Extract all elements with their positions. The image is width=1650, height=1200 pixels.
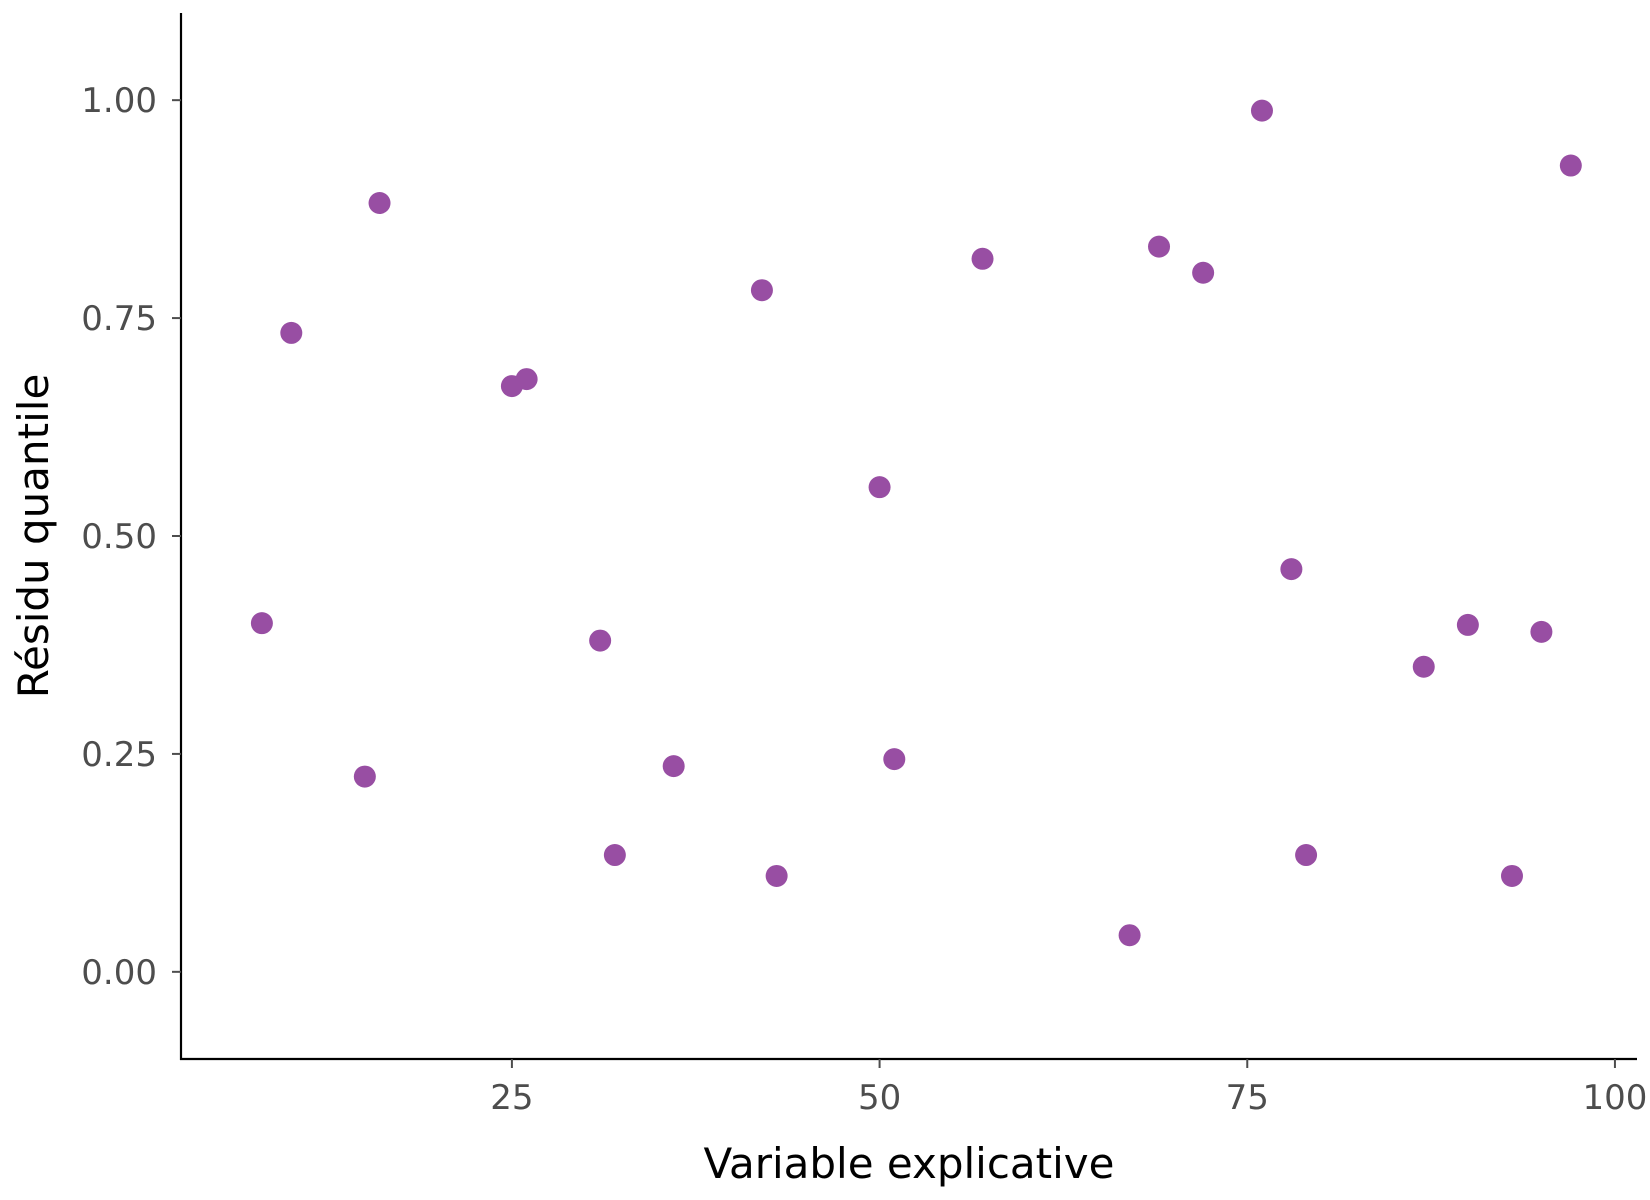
data-point: [1456, 613, 1479, 636]
x-tick-label: 75: [1226, 1078, 1269, 1118]
x-tick-label: 50: [858, 1078, 901, 1118]
data-point: [971, 247, 994, 270]
data-point: [883, 748, 906, 771]
data-point: [1530, 620, 1553, 643]
data-point: [1500, 864, 1523, 887]
data-point: [589, 629, 612, 652]
data-point: [1412, 655, 1435, 678]
data-point: [250, 612, 273, 635]
y-tick-label: 0.50: [81, 517, 157, 557]
y-tick-label: 1.00: [81, 81, 157, 121]
x-axis: 25 50 75 100: [180, 1057, 1647, 1118]
y-tick-label: 0.75: [81, 299, 157, 339]
y-axis: 0.00 0.25 0.50 0.75 1.00: [81, 13, 183, 1060]
data-point: [750, 279, 773, 302]
data-points: [250, 99, 1582, 947]
data-point: [1192, 261, 1215, 284]
data-point: [368, 192, 391, 215]
data-point: [1148, 235, 1171, 258]
data-point: [353, 765, 376, 788]
y-tick-label: 0.00: [81, 953, 157, 993]
data-point: [1559, 154, 1582, 177]
y-axis-title: Résidu quantile: [9, 374, 58, 699]
x-tick-label: 25: [490, 1078, 533, 1118]
data-point: [1250, 99, 1273, 122]
y-tick-label: 0.25: [81, 735, 157, 775]
data-point: [603, 844, 626, 867]
x-tick-label: 100: [1582, 1078, 1647, 1118]
data-point: [1118, 924, 1141, 947]
data-point: [280, 321, 303, 344]
data-point: [868, 476, 891, 499]
data-point: [1295, 844, 1318, 867]
data-point: [515, 368, 538, 391]
data-point: [662, 755, 685, 778]
data-point: [765, 864, 788, 887]
data-point: [1280, 558, 1303, 581]
x-axis-title: Variable explicative: [703, 1139, 1114, 1188]
